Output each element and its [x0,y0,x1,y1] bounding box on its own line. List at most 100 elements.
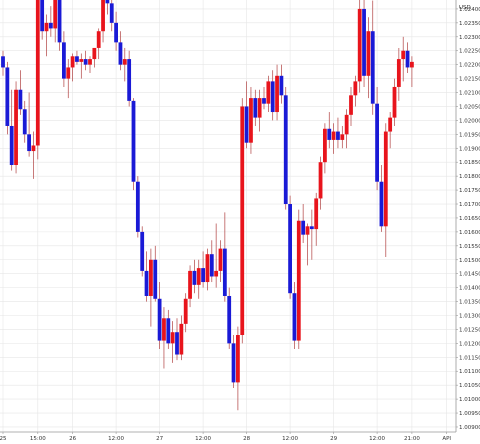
candle-body-up [266,81,271,104]
candle [314,192,319,246]
candle-body-up [101,0,105,32]
candle-body-down [262,98,266,104]
candle [236,326,240,411]
candle [244,81,249,149]
candle [222,212,227,302]
y-tick-label: 1.02050 [459,104,480,110]
candle [396,47,401,101]
candle [231,335,236,388]
x-tick-label: 26 [69,436,76,442]
candle-body-up [236,335,240,383]
candle [1,50,5,76]
y-tick-label: 1.01650 [459,216,480,222]
candle-body-down [270,81,275,113]
candle [205,248,210,291]
candle [357,0,362,93]
candle [22,100,27,143]
y-tick-label: 1.01500 [459,258,480,264]
candle [88,56,92,74]
candle [318,156,323,210]
y-tick-label: 1.01800 [459,174,480,180]
y-tick-label: 1.02150 [459,77,480,83]
candle [257,89,262,132]
candle [270,70,275,121]
candle [192,259,197,294]
x-tick-label: 12:00 [369,436,385,442]
candle-body-down [405,50,410,68]
candle-body-up [366,31,371,76]
candle-body-down [9,125,14,165]
candle-body-up [214,270,219,277]
candle-body-up [305,226,310,235]
candle [405,42,410,74]
candle [53,0,58,43]
y-tick-label: 1.01250 [459,327,480,333]
candle-body-up [170,332,175,344]
x-tick-label: 12:00 [282,436,298,442]
x-tick-label: 29 [330,436,337,442]
candle [40,0,45,40]
candle [140,226,145,277]
candle [175,318,179,361]
candle [262,86,266,110]
candle [366,17,371,99]
y-tick-label: 1.01150 [459,355,480,361]
candle-body-up [340,134,345,140]
candle-body-down [166,318,171,344]
candle [5,61,10,135]
candle [323,123,327,174]
y-tick-label: 1.01400 [459,286,480,292]
candle-body-down [283,95,288,205]
candle-body-up [323,128,327,163]
candle [144,251,149,302]
candle-body-up [162,318,166,341]
candle [31,131,36,179]
candle [249,86,253,154]
candle-body-up [205,254,210,283]
candle [253,89,258,126]
candle [336,117,340,149]
y-axis-unit-label: USD [459,5,471,11]
candle [275,64,279,121]
candle [127,50,132,107]
candle-body-up [179,323,184,355]
x-tick-label: 27 [156,436,163,442]
candle-body-down [157,298,162,341]
candle [214,223,219,288]
candle [401,36,406,82]
candle-body-up [331,131,336,140]
candle-body-down [40,0,45,32]
x-tick-label: 12:00 [108,436,124,442]
candle [218,240,223,283]
candle [105,0,110,15]
y-tick-label: 1.01900 [459,146,480,152]
candle [383,123,388,257]
candle-body-down [175,332,179,355]
candle-body-up [188,270,192,299]
candle-body-down [27,134,31,152]
candle-body-down [375,103,379,182]
candle-body-up [344,114,349,135]
candle [153,245,158,302]
candle [118,31,123,71]
candle-body-up [401,50,406,60]
candle-body-up [149,259,153,296]
candle [83,50,88,71]
candle [9,89,14,171]
x-tick-label: 12:00 [195,436,211,442]
candle [188,265,192,308]
candle [331,123,336,154]
candle [101,0,105,43]
candle-body-down [253,98,258,118]
candle-body-up [196,268,201,285]
candle [353,75,358,107]
candle-body-down [131,100,136,182]
candle [18,70,23,115]
y-tick-label: 1.00900 [459,425,480,431]
x-tick-label: 21:00 [404,436,420,442]
candle-body-down [327,128,332,140]
y-tick-label: 1.01600 [459,230,480,236]
candle [301,204,306,244]
